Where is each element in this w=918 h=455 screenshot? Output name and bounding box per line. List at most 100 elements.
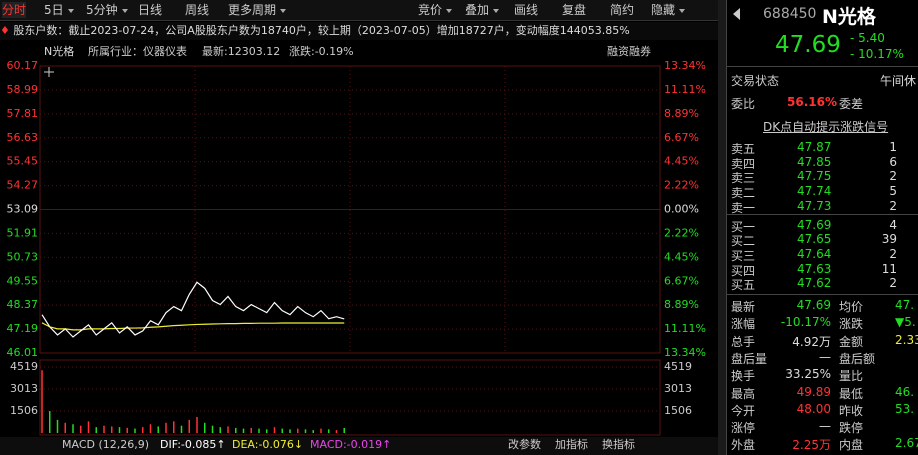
y2-tick-label: 13.34% (664, 346, 706, 359)
y2-tick-label: 6.67% (664, 131, 699, 144)
y-tick-label: 49.55 (7, 274, 39, 287)
order-volume: 4 (889, 217, 897, 232)
quote-panel: 688450 N光格 47.69 - 5.40 - 10.17% 交易状态 午间休 委比 56.… (726, 0, 918, 455)
macd-button[interactable]: 改参数 (508, 437, 541, 451)
toolbar-button[interactable]: 简约 (610, 3, 635, 17)
code: 688450 (763, 6, 817, 22)
order-label: 买三 (731, 248, 756, 263)
order-label: 卖三 (731, 171, 756, 186)
stat-value: 47.69 (796, 298, 831, 312)
toolbar-button[interactable]: 分时 (2, 2, 27, 18)
toolbar-button[interactable]: 5分钟 (86, 2, 128, 18)
toolbar-button[interactable]: 5日 (44, 2, 74, 18)
status: 午间休 (880, 74, 917, 88)
stat-value: -10.17% (780, 315, 831, 330)
ratio: 56.16% (787, 95, 837, 109)
order-volume: 5 (889, 184, 897, 199)
y-tick-label: 57.81 (7, 107, 39, 120)
y-tick-label: 53.09 (7, 203, 39, 216)
stat-value: 33.25% (785, 367, 831, 382)
stat-value: 46. (895, 384, 915, 399)
toolbar-button[interactable]: 竞价 (418, 2, 453, 18)
macd-button[interactable]: 换指标 (602, 437, 635, 451)
stat-label: 涨停 (731, 421, 756, 436)
y2-tick-label: 11.11% (664, 83, 706, 96)
order-label: 买四 (731, 263, 756, 278)
dea: DEA:-0.076↓ (232, 438, 303, 451)
divider (727, 294, 918, 295)
toolbar: 分时 5日 5分钟 日线 周线 更多周期 竞价 叠加 画线 复盘 简约 隐藏 (0, 0, 718, 21)
order-price: 47.87 (797, 140, 832, 154)
toolbar-button[interactable]: 隐藏 (651, 2, 686, 18)
order-label: 买二 (731, 234, 756, 249)
order-label: 卖四 (731, 156, 756, 171)
chart: 60.17 58.99 57.81 56.63 55.45 54.27 53.09 51.91… (0, 60, 718, 455)
order-price: 47.65 (797, 232, 832, 247)
stat-label: 换手 (731, 369, 756, 384)
y-tick-label: 50.73 (7, 250, 39, 263)
order-volume: 2 (889, 169, 897, 184)
margin-link[interactable]: 融资融券 (607, 45, 651, 58)
toolbar-button[interactable]: 复盘 (562, 3, 587, 17)
macd-name: MACD (12,26,9) (62, 438, 149, 451)
order-volume: 6 (889, 154, 897, 169)
order-label: 卖一 (731, 200, 756, 215)
order-label: 买一 (731, 219, 756, 234)
toolbar-button[interactable]: 叠加 (465, 2, 500, 18)
y-tick-label: 60.17 (7, 60, 39, 72)
macd-bar-bg (0, 437, 718, 455)
change: - 5.40 (850, 31, 885, 45)
dif: DIF:-0.085↑ (160, 438, 226, 451)
stat-label: 金额 (839, 334, 864, 349)
order-price: 47.62 (797, 276, 832, 291)
macd-button[interactable]: 加指标 (555, 437, 588, 451)
y-tick-label: 3013 (10, 382, 38, 395)
y-tick-label: 46.01 (7, 346, 39, 359)
stat-label: 最高 (731, 386, 756, 401)
scrollbar (718, 0, 726, 455)
stock-name: N光格 (44, 45, 75, 58)
y2-tick-label: 8.89% (664, 107, 699, 120)
volume-frame (39, 359, 661, 436)
stat-value: 2.25万 (792, 438, 831, 453)
price-line (41, 281, 345, 338)
stat-value: 49.89 (796, 384, 831, 399)
order-label: 买五 (731, 278, 756, 293)
collapse-icon (733, 8, 740, 20)
stat-value: 53. (895, 401, 915, 416)
average-line (41, 322, 345, 331)
y2-tick-label: 8.89% (664, 298, 699, 311)
toolbar-button[interactable]: 画线 (514, 3, 539, 17)
info-text: 股东户数：截止2023-07-24，公司A股股东户数为18740户，较上期（20… (13, 24, 630, 37)
y-tick-label: 58.99 (7, 83, 39, 96)
y-tick-label: 48.37 (7, 298, 39, 311)
toolbar-button[interactable]: 更多周期 (228, 2, 287, 18)
order-price: 47.74 (797, 184, 832, 199)
stat-label: 跌停 (839, 421, 864, 436)
stat-label: 盘后量 (731, 351, 768, 366)
macd: MACD:-0.019↑ (310, 438, 391, 451)
chart-header: N光格 所属行业：仪器仪表 最新:12303.12 涨跌:-0.19% 融资融券 (0, 43, 660, 59)
stat-label: 今开 (731, 403, 756, 418)
order-volume: 2 (889, 276, 897, 291)
toolbar-button[interactable]: 日线 (138, 3, 163, 17)
y2-tick-label: 0.00% (664, 203, 699, 216)
stat-label: 总手 (731, 334, 756, 349)
stat-value: 2.33 (895, 332, 918, 347)
industry: 所属行业：仪器仪表 (88, 45, 187, 58)
label: 委比 (731, 97, 756, 111)
y-tick-label: 4519 (10, 360, 38, 373)
stat-value: 48.00 (796, 401, 831, 416)
order-volume: 2 (889, 246, 897, 261)
stat-label: 最新 (731, 300, 756, 314)
stat-label: 最低 (839, 386, 864, 401)
divider (727, 66, 918, 67)
order-volume: 39 (881, 232, 897, 247)
price: 47.69 (775, 32, 841, 58)
y2-tick-label: 4.45% (664, 250, 699, 263)
y2-tick-label: 4.45% (664, 155, 699, 168)
toolbar-button[interactable]: 周线 (185, 3, 210, 17)
stat-label: 昨收 (839, 403, 864, 418)
info-bar: ♦ 股东户数：截止2023-07-24，公司A股股东户数为18740户，较上期（… (0, 22, 718, 40)
